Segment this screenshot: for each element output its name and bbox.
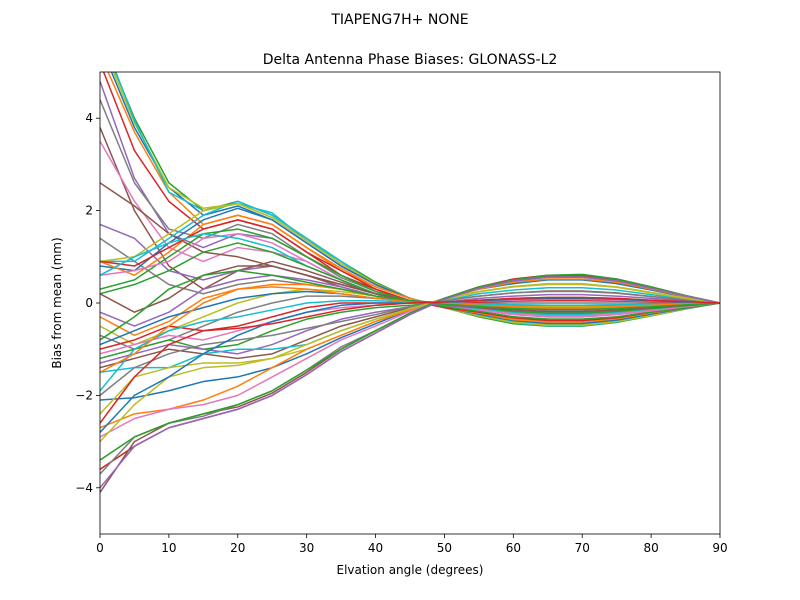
y-axis-label: Bias from mean (mm) [50,237,64,368]
x-tick-label: 0 [96,541,104,555]
y-tick-label: −2 [75,388,93,402]
y-axis-ticks: −4 −2 0 2 4 [75,111,100,495]
series-group [100,72,720,493]
x-tick-label: 80 [643,541,658,555]
x-tick-label: 60 [506,541,521,555]
x-tick-label: 10 [161,541,176,555]
series-line-40 [100,283,720,443]
chart-title: Delta Antenna Phase Biases: GLONASS-L2 [263,52,558,68]
series-line-49 [100,269,720,341]
x-tick-label: 50 [437,541,452,555]
x-tick-label: 20 [230,541,245,555]
y-tick-label: −4 [75,481,93,495]
suptitle: TIAPENG7H+ NONE [330,12,468,28]
x-tick-label: 70 [575,541,590,555]
series-line-45 [100,276,720,489]
series-line-44 [100,273,720,461]
x-tick-label: 30 [299,541,314,555]
x-tick-label: 40 [368,541,383,555]
series-line-17 [100,214,720,323]
y-tick-label: 2 [85,204,93,218]
x-tick-label: 90 [712,541,727,555]
y-tick-label: 4 [85,111,93,125]
y-tick-label: 0 [85,296,93,310]
series-line-38 [100,278,720,429]
x-axis-ticks: 0 10 20 30 40 50 60 70 80 90 [96,534,728,555]
series-line-48 [100,286,720,373]
series-line-50 [100,296,720,424]
x-axis-label: Elvation angle (degrees) [337,563,484,577]
series-line-37 [100,290,720,396]
